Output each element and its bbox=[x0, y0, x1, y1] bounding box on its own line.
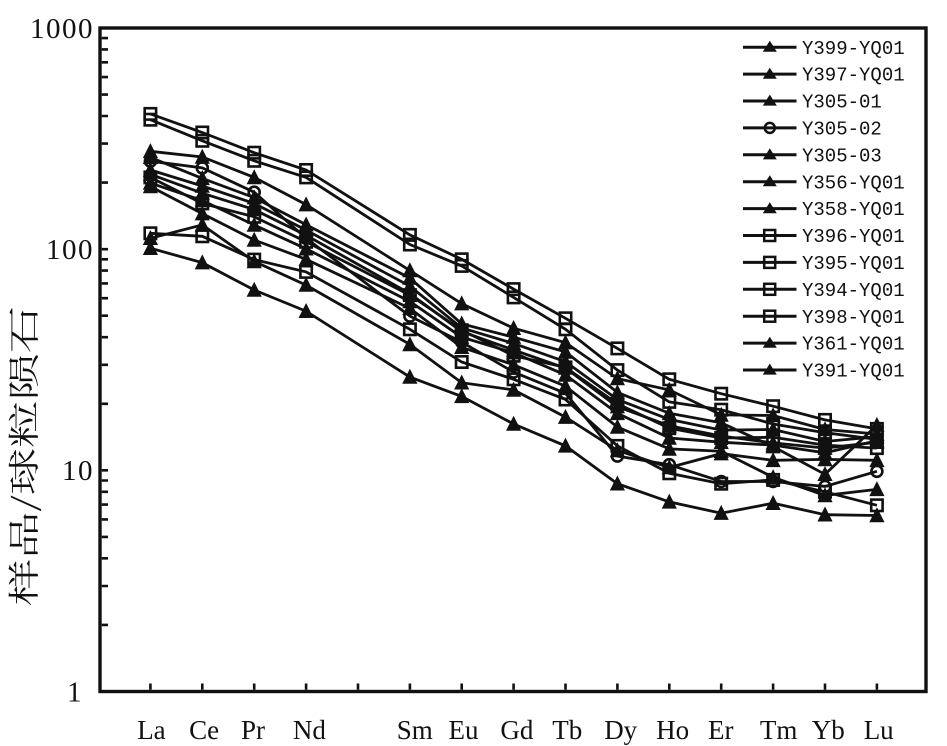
svg-text:Y305-03: Y305-03 bbox=[802, 145, 882, 167]
svg-text:Y399-YQ01: Y399-YQ01 bbox=[802, 38, 905, 60]
svg-text:100: 100 bbox=[46, 234, 94, 266]
svg-text:Sm: Sm bbox=[397, 715, 433, 745]
svg-text:Lu: Lu bbox=[864, 715, 894, 745]
svg-text:Pr: Pr bbox=[241, 715, 265, 745]
svg-text:Dy: Dy bbox=[604, 715, 637, 745]
svg-text:Y356-YQ01: Y356-YQ01 bbox=[802, 172, 905, 194]
svg-text:Y391-YQ01: Y391-YQ01 bbox=[802, 361, 905, 383]
svg-text:1: 1 bbox=[67, 676, 83, 708]
svg-text:1000: 1000 bbox=[30, 13, 94, 45]
svg-text:10: 10 bbox=[62, 455, 94, 487]
svg-text:Tm: Tm bbox=[760, 715, 798, 745]
svg-text:Y305-01: Y305-01 bbox=[802, 92, 882, 114]
svg-text:Ce: Ce bbox=[189, 715, 219, 745]
svg-text:Y305-02: Y305-02 bbox=[802, 119, 882, 141]
svg-text:Y396-YQ01: Y396-YQ01 bbox=[802, 226, 905, 248]
svg-text:Y358-YQ01: Y358-YQ01 bbox=[802, 199, 905, 221]
svg-text:Eu: Eu bbox=[449, 715, 479, 745]
svg-text:Gd: Gd bbox=[500, 715, 533, 745]
svg-text:Y361-YQ01: Y361-YQ01 bbox=[802, 334, 905, 356]
svg-text:La: La bbox=[137, 715, 165, 745]
svg-text:Er: Er bbox=[708, 715, 733, 745]
svg-text:Y397-YQ01: Y397-YQ01 bbox=[802, 65, 905, 87]
svg-text:Yb: Yb bbox=[812, 715, 845, 745]
svg-text:Y398-YQ01: Y398-YQ01 bbox=[802, 307, 905, 329]
svg-text:Y395-YQ01: Y395-YQ01 bbox=[802, 253, 905, 275]
svg-text:Tb: Tb bbox=[552, 715, 582, 745]
svg-text:Ho: Ho bbox=[656, 715, 689, 745]
svg-text:Nd: Nd bbox=[293, 715, 326, 745]
svg-text:Y394-YQ01: Y394-YQ01 bbox=[802, 280, 905, 302]
